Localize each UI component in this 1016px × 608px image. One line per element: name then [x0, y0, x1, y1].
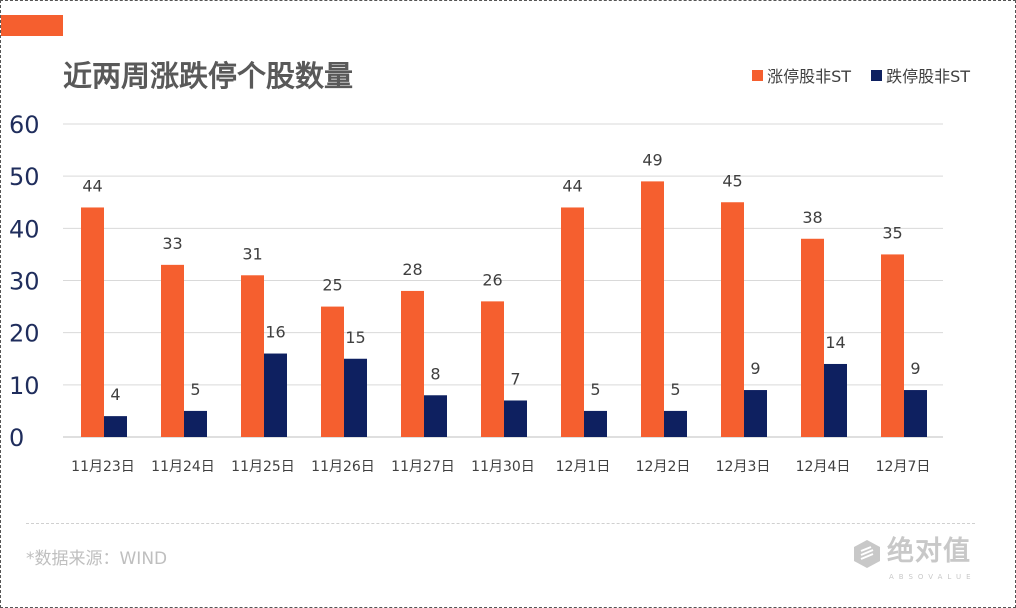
data-label: 5 — [190, 380, 200, 399]
data-label: 45 — [722, 171, 742, 190]
divider — [26, 523, 975, 524]
bar-limit-down — [344, 358, 367, 437]
bar-limit-down — [904, 390, 927, 437]
bar-limit-down — [184, 410, 207, 437]
bar-limit-up — [161, 264, 184, 437]
y-tick-label: 30 — [9, 268, 40, 296]
x-tick-label: 12月1日 — [556, 459, 611, 475]
x-tick-label: 12月7日 — [876, 459, 931, 475]
bar-limit-down — [664, 410, 687, 437]
bar-limit-up — [881, 254, 904, 437]
logo-hexagon-icon — [854, 540, 880, 568]
bar-limit-down — [824, 363, 847, 437]
data-label: 15 — [345, 328, 365, 347]
source-note: *数据来源：WIND — [26, 549, 168, 569]
y-tick-label: 20 — [9, 320, 40, 348]
data-label: 14 — [825, 333, 845, 352]
bar-limit-down — [104, 416, 127, 437]
data-label: 7 — [510, 369, 520, 388]
data-label: 9 — [910, 359, 920, 378]
bar-limit-up — [721, 202, 744, 437]
x-tick-label: 12月4日 — [796, 459, 851, 475]
legend-swatch — [752, 69, 764, 81]
data-label: 31 — [242, 244, 262, 263]
x-tick-label: 11月26日 — [311, 459, 375, 475]
accent-bar — [1, 15, 63, 36]
y-tick-label: 50 — [9, 163, 40, 191]
x-tick-label: 11月24日 — [151, 459, 215, 475]
legend-swatch — [871, 69, 883, 81]
data-label: 4 — [110, 385, 120, 404]
x-tick-label: 11月30日 — [471, 459, 535, 475]
bar-limit-up — [401, 290, 424, 437]
data-label: 28 — [402, 260, 422, 279]
y-tick-label: 0 — [9, 424, 24, 452]
bar-limit-down — [424, 395, 447, 437]
data-label: 44 — [562, 176, 582, 195]
bar-limit-down — [504, 400, 527, 437]
bar-limit-down — [584, 410, 607, 437]
bar-limit-down — [744, 390, 767, 437]
legend: 涨停股非ST 跌停股非ST — [752, 63, 970, 87]
chart-title: 近两周涨跌停个股数量 — [63, 59, 354, 93]
bar-limit-up — [81, 207, 104, 437]
legend-item-limit-up: 涨停股非ST — [752, 63, 851, 87]
bar-limit-up — [481, 301, 504, 437]
bar-limit-up — [641, 181, 664, 437]
y-tick-label: 10 — [9, 372, 40, 400]
data-label: 5 — [590, 380, 600, 399]
data-label: 5 — [670, 380, 680, 399]
data-label: 33 — [162, 234, 182, 253]
x-tick-label: 11月23日 — [71, 459, 135, 475]
x-tick-label: 12月3日 — [716, 459, 771, 475]
bar-limit-up — [241, 275, 264, 437]
data-label: 25 — [322, 276, 342, 295]
logo: 绝对值 ABSOVALUE — [853, 537, 1003, 587]
data-label: 44 — [82, 176, 102, 195]
data-label: 8 — [430, 364, 440, 383]
y-tick-label: 40 — [9, 215, 40, 243]
bar-limit-up — [321, 306, 344, 437]
legend-label: 跌停股非ST — [886, 67, 970, 86]
data-label: 49 — [642, 150, 662, 169]
x-tick-label: 11月27日 — [391, 459, 455, 475]
x-tick-label: 11月25日 — [231, 459, 295, 475]
x-tick-label: 12月2日 — [636, 459, 691, 475]
data-label: 35 — [882, 223, 902, 242]
bar-chart: 010203040506044411月23日33511月24日311611月25… — [9, 111, 943, 475]
legend-label: 涨停股非ST — [767, 67, 852, 86]
logo-text: 绝对值 — [887, 536, 971, 567]
data-label: 16 — [265, 323, 285, 342]
bar-limit-down — [264, 353, 287, 437]
logo-subtext: ABSOVALUE — [889, 573, 976, 581]
data-label: 9 — [750, 359, 760, 378]
data-label: 26 — [482, 270, 502, 289]
bar-limit-up — [801, 238, 824, 437]
bar-limit-up — [561, 207, 584, 437]
y-tick-label: 60 — [9, 111, 40, 139]
legend-item-limit-down: 跌停股非ST — [871, 63, 970, 87]
data-label: 38 — [802, 208, 822, 227]
